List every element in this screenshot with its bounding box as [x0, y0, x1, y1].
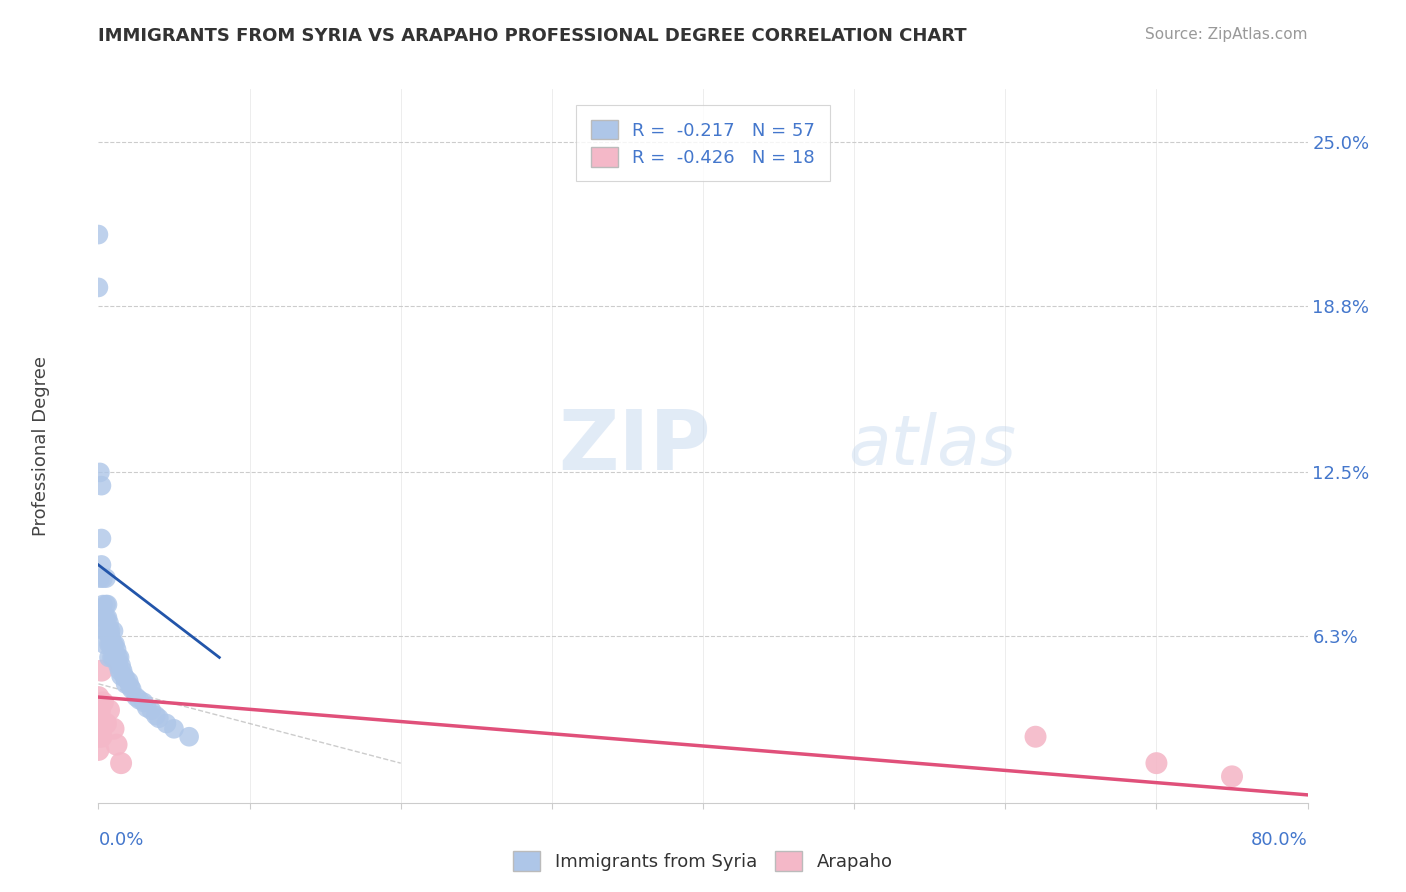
- Point: [90, 730, 112, 744]
- Point: [87, 227, 110, 242]
- Point: [90, 532, 112, 546]
- Point: [98, 616, 121, 631]
- Point: [145, 708, 167, 723]
- Point: [132, 695, 155, 709]
- Point: [90, 558, 112, 572]
- Point: [114, 672, 136, 686]
- Point: [96, 598, 118, 612]
- Point: [179, 730, 201, 744]
- Point: [1024, 730, 1046, 744]
- Point: [90, 664, 112, 678]
- Point: [87, 703, 110, 717]
- Point: [101, 637, 124, 651]
- Point: [104, 637, 127, 651]
- Point: [100, 624, 122, 638]
- Point: [110, 756, 132, 771]
- Point: [94, 611, 117, 625]
- Point: [101, 650, 124, 665]
- Point: [110, 669, 132, 683]
- Point: [163, 722, 186, 736]
- Point: [105, 653, 128, 667]
- Point: [103, 722, 125, 736]
- Point: [1144, 756, 1167, 771]
- Legend: R =  -0.217   N = 57, R =  -0.426   N = 18: R = -0.217 N = 57, R = -0.426 N = 18: [576, 105, 830, 181]
- Point: [98, 650, 121, 665]
- Point: [103, 637, 125, 651]
- Point: [105, 642, 128, 657]
- Point: [87, 743, 110, 757]
- Point: [103, 624, 125, 638]
- Point: [89, 466, 111, 480]
- Point: [94, 716, 117, 731]
- Text: 0.0%: 0.0%: [98, 831, 143, 849]
- Point: [87, 690, 110, 704]
- Point: [105, 738, 128, 752]
- Point: [135, 700, 157, 714]
- Point: [120, 680, 142, 694]
- Legend: Immigrants from Syria, Arapaho: Immigrants from Syria, Arapaho: [506, 844, 900, 879]
- Point: [89, 571, 111, 585]
- Point: [89, 703, 111, 717]
- Point: [89, 716, 111, 731]
- Point: [93, 624, 115, 638]
- Point: [103, 650, 125, 665]
- Point: [87, 716, 110, 731]
- Point: [98, 703, 121, 717]
- Point: [118, 674, 141, 689]
- Point: [155, 716, 177, 731]
- Point: [94, 598, 117, 612]
- Text: atlas: atlas: [848, 412, 1017, 480]
- Point: [111, 664, 134, 678]
- Point: [98, 637, 121, 651]
- Point: [141, 703, 163, 717]
- Point: [98, 624, 121, 638]
- Point: [114, 677, 136, 691]
- Point: [107, 650, 129, 665]
- Point: [121, 682, 143, 697]
- Point: [91, 695, 114, 709]
- Text: 80.0%: 80.0%: [1251, 831, 1308, 849]
- Text: Professional Degree: Professional Degree: [32, 356, 51, 536]
- Point: [100, 637, 122, 651]
- Point: [125, 690, 148, 704]
- Point: [91, 571, 114, 585]
- Point: [112, 669, 135, 683]
- Point: [108, 664, 131, 678]
- Point: [1220, 769, 1243, 783]
- Point: [100, 629, 122, 643]
- Text: IMMIGRANTS FROM SYRIA VS ARAPAHO PROFESSIONAL DEGREE CORRELATION CHART: IMMIGRANTS FROM SYRIA VS ARAPAHO PROFESS…: [98, 27, 967, 45]
- Point: [93, 637, 115, 651]
- Point: [128, 692, 150, 706]
- Point: [96, 611, 118, 625]
- Point: [91, 611, 114, 625]
- Point: [148, 711, 170, 725]
- Point: [107, 658, 129, 673]
- Text: Source: ZipAtlas.com: Source: ZipAtlas.com: [1144, 27, 1308, 42]
- Point: [90, 478, 112, 492]
- Point: [94, 571, 117, 585]
- Point: [110, 658, 132, 673]
- Text: ZIP: ZIP: [558, 406, 710, 486]
- Point: [94, 624, 117, 638]
- Point: [87, 730, 110, 744]
- Point: [108, 650, 131, 665]
- Point: [91, 598, 114, 612]
- Point: [104, 650, 127, 665]
- Point: [87, 280, 110, 294]
